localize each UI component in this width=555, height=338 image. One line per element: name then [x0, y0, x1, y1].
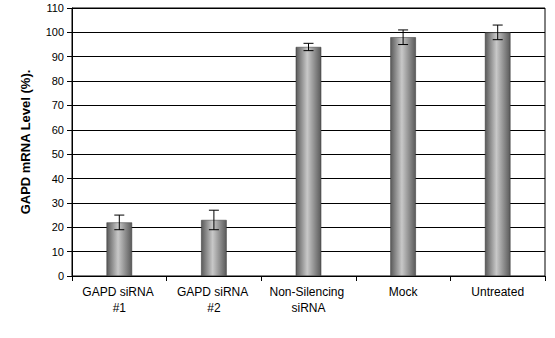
svg-text:GAPD siRNA: GAPD siRNA: [177, 285, 251, 299]
svg-text:Non-Silencing: Non-Silencing: [269, 285, 347, 299]
svg-text:10: 10: [52, 246, 64, 258]
svg-text:60: 60: [52, 124, 64, 136]
svg-text:100: 100: [46, 26, 64, 38]
svg-text:siRNA: siRNA: [291, 301, 325, 315]
svg-text:20: 20: [52, 221, 64, 233]
svg-text:30: 30: [52, 197, 64, 209]
svg-text:70: 70: [52, 99, 64, 111]
svg-text:Untreated: Untreated: [471, 285, 524, 299]
svg-text:#2: #2: [207, 301, 221, 315]
svg-text:110: 110: [46, 2, 64, 14]
svg-text:Mock: Mock: [389, 285, 419, 299]
svg-text:80: 80: [52, 75, 64, 87]
svg-text:50: 50: [52, 148, 64, 160]
svg-text:GAPD siRNA: GAPD siRNA: [82, 285, 156, 299]
svg-text:40: 40: [52, 173, 64, 185]
svg-text:GAPD mRNA Level (%).: GAPD mRNA Level (%).: [18, 70, 33, 215]
svg-text:#1: #1: [113, 301, 127, 315]
svg-text:90: 90: [52, 51, 64, 63]
svg-text:0: 0: [58, 270, 64, 282]
